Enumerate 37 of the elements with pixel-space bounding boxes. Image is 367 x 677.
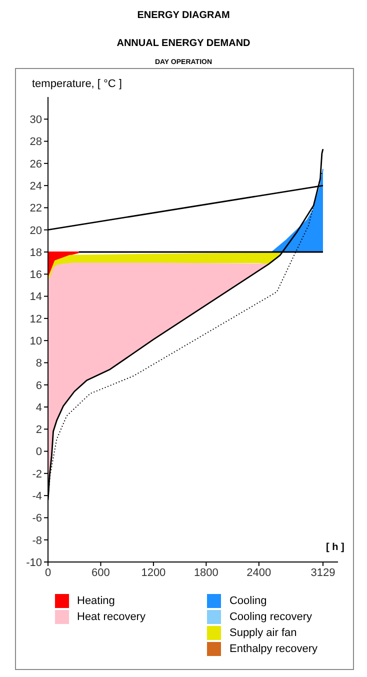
legend-label: Enthalpy recovery — [229, 643, 318, 655]
y-tick-label: 28 — [30, 136, 42, 148]
y-tick-label: -6 — [32, 512, 42, 525]
x-tick-label: 2400 — [246, 566, 272, 579]
y-tick-label: -8 — [32, 534, 42, 547]
legend-label: Supply air fan — [229, 627, 297, 639]
y-tick-label: 0 — [36, 446, 42, 458]
y-tick-label: 16 — [30, 269, 42, 282]
x-tick-label: 0 — [44, 566, 52, 579]
y-tick-label: 6 — [36, 380, 42, 392]
y-tick-label: -2 — [32, 468, 42, 480]
legend-label: Heat recovery — [77, 611, 146, 623]
x-tick-label: 1200 — [141, 566, 166, 579]
y-tick-label: 18 — [30, 246, 42, 259]
legend-label: Heating — [77, 595, 115, 607]
x-tick-label: 1800 — [194, 566, 218, 579]
chart-subtitle: ANNUAL ENERGY DEMAND — [116, 38, 252, 49]
x-axis-title: [ h ] — [326, 542, 344, 553]
legend-label: Cooling — [229, 595, 267, 607]
y-tick-label: 26 — [30, 158, 42, 170]
legend-label: Cooling recovery — [229, 611, 312, 623]
y-tick-label: -10 — [26, 556, 42, 569]
y-axis-title: temperature, [ °C ] — [32, 78, 122, 90]
y-tick-label: 8 — [36, 358, 42, 370]
y-tick-label: 22 — [30, 202, 42, 215]
x-tick-label: 3129 — [310, 566, 336, 579]
y-tick-label: 14 — [30, 291, 42, 304]
x-tick-label: 600 — [92, 566, 110, 579]
y-tick-label: 24 — [30, 180, 42, 192]
y-tick-label: 4 — [36, 402, 42, 414]
y-tick-label: 10 — [30, 335, 42, 348]
y-tick-label: 12 — [30, 313, 42, 326]
y-tick-label: 20 — [30, 224, 42, 237]
y-tick-label: 30 — [30, 114, 42, 126]
chart-title: ENERGY DIAGRAM — [136, 10, 231, 21]
y-tick-label: -4 — [32, 490, 42, 502]
y-tick-label: 2 — [36, 424, 42, 436]
